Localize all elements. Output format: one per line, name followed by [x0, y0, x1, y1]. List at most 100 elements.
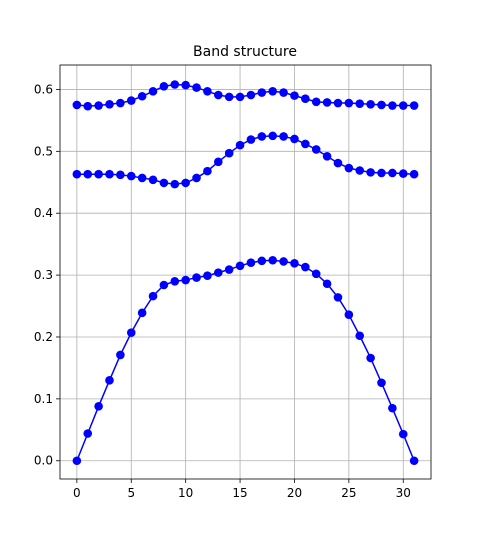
y-tick-label: 0.0 — [34, 454, 53, 468]
band-2-point — [355, 166, 365, 175]
band-3-point — [137, 91, 147, 101]
band-1-point — [105, 375, 114, 385]
band-1-point — [333, 293, 343, 302]
x-tick-label: 25 — [341, 486, 356, 500]
band-2-point — [301, 139, 310, 149]
x-tick-label: 10 — [178, 486, 193, 500]
band-3-point — [203, 87, 212, 96]
band-2-point — [159, 178, 169, 188]
band-2-point — [83, 169, 93, 179]
band-1-point — [355, 331, 365, 341]
x-tick-label: 0 — [73, 486, 81, 500]
band-1-point — [148, 291, 158, 301]
band-2-point — [94, 169, 103, 179]
band-3-point — [322, 98, 332, 107]
plot-frame — [59, 64, 432, 480]
band-3-point — [344, 98, 354, 108]
band-1-point — [235, 261, 245, 271]
band-1-point — [214, 268, 223, 277]
band-2-point — [257, 132, 267, 141]
band-1-point — [398, 429, 408, 439]
band-3-point — [116, 98, 125, 108]
band-1-point — [203, 271, 212, 281]
band-3-point — [377, 100, 386, 110]
band-lines — [72, 80, 419, 466]
band-1-point — [246, 258, 256, 268]
band-3-point — [355, 99, 365, 108]
band-1-point — [322, 279, 332, 289]
band-2-point — [126, 171, 136, 181]
band-3-point — [333, 98, 343, 108]
band-1-point — [181, 275, 190, 285]
band-1-point — [301, 262, 310, 272]
band-1-point — [137, 308, 147, 318]
band-3-point — [83, 101, 93, 111]
band-2-point — [344, 163, 354, 173]
band-1-point — [116, 350, 125, 360]
band-2-point — [268, 131, 277, 141]
band-1-point — [72, 456, 82, 466]
band-3-point — [257, 88, 267, 97]
y-tick-label: 0.5 — [34, 144, 53, 158]
band-3-point — [126, 96, 136, 105]
band-3-point — [235, 92, 245, 102]
band-3-point — [279, 88, 288, 97]
band-2-point — [377, 168, 386, 178]
band-2-point — [333, 158, 343, 168]
chart-title: Band structure — [193, 44, 297, 60]
band-1-point — [344, 310, 354, 319]
band-2-point — [203, 166, 212, 176]
band-1-point — [170, 276, 180, 286]
band-2-point — [246, 135, 256, 144]
band-3-point — [301, 94, 310, 104]
band-2-point — [72, 169, 82, 179]
band-3-point — [388, 101, 397, 110]
y-tick-label: 0.3 — [34, 268, 53, 282]
band-2-point — [235, 140, 245, 150]
band-2-point — [366, 168, 375, 177]
band-3-point — [311, 97, 321, 107]
band-3-point — [192, 83, 201, 92]
band-2-point — [322, 151, 332, 161]
band-1-point — [311, 269, 321, 279]
band-2-point — [214, 157, 223, 167]
band-3-point — [105, 99, 114, 109]
band-1-point — [268, 255, 277, 265]
band-1-point — [377, 378, 386, 388]
band-2-point — [116, 170, 125, 180]
band-2-point — [192, 173, 201, 183]
band-2-point — [181, 178, 190, 188]
y-tick-label: 0.1 — [34, 392, 53, 406]
axes: 0 5 10 15 20 25 30 0.0 0.1 0.2 0.3 0.4 0.5 0.6 — [34, 64, 432, 500]
band-1-point — [257, 256, 267, 266]
band-3-point — [224, 92, 234, 102]
band-2-point — [311, 145, 321, 154]
x-tick-label: 20 — [287, 486, 302, 500]
y-tick-label: 0.6 — [34, 82, 53, 96]
band-3-point — [159, 82, 169, 91]
y-tick-label: 0.4 — [34, 206, 53, 220]
y-tick-label: 0.2 — [34, 330, 53, 344]
band-1-point — [192, 273, 201, 282]
band-1-point — [366, 353, 375, 363]
band-1-point — [290, 259, 299, 268]
band-1-point — [409, 456, 419, 466]
band-3-point — [366, 99, 375, 109]
band-3-point — [409, 101, 419, 110]
band-2-point — [398, 169, 408, 178]
band-2-point — [148, 175, 158, 185]
band-2-point — [137, 173, 147, 183]
band-3-point — [290, 91, 299, 100]
band-1-point — [159, 280, 169, 290]
band-3-point — [268, 87, 277, 96]
band-2-point — [290, 134, 299, 144]
band-3-point — [170, 80, 180, 89]
band-3-point — [94, 101, 103, 110]
band-2-point — [279, 132, 288, 141]
band-1-point — [94, 401, 103, 411]
band-3-point — [148, 87, 158, 96]
band-1-point — [279, 257, 288, 266]
x-tick-label: 5 — [127, 486, 135, 500]
band-2-point — [388, 168, 397, 178]
